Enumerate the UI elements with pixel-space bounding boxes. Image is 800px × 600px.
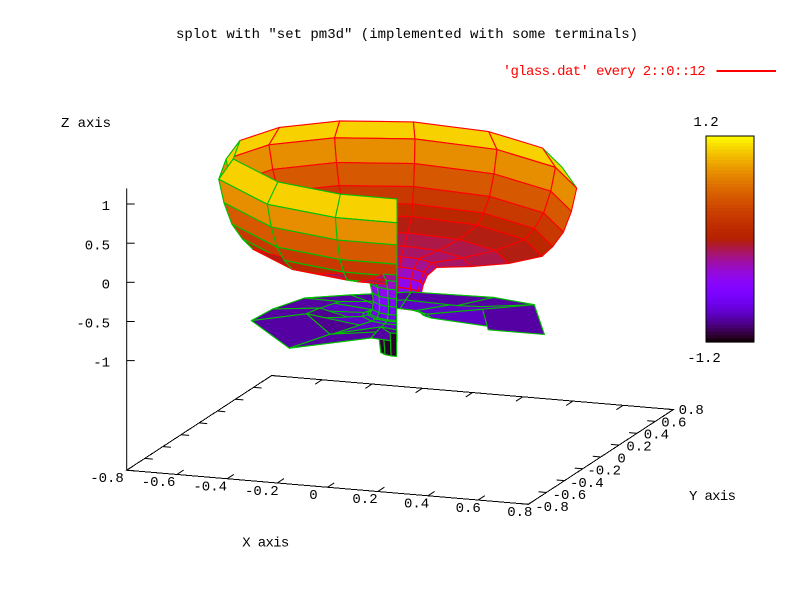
svg-text:-1: -1 <box>93 356 110 372</box>
svg-text:X axis: X axis <box>242 536 289 552</box>
svg-text:-0.8: -0.8 <box>90 471 124 487</box>
svg-text:0.8: 0.8 <box>679 403 704 419</box>
svg-text:0.8: 0.8 <box>507 505 532 521</box>
svg-text:0.6: 0.6 <box>456 501 481 517</box>
svg-text:1.2: 1.2 <box>693 115 718 131</box>
svg-text:-0.8: -0.8 <box>535 500 569 516</box>
svg-text:0.2: 0.2 <box>352 492 377 508</box>
svg-text:0.5: 0.5 <box>85 238 110 254</box>
svg-text:Z axis: Z axis <box>61 116 111 132</box>
svg-text:-0.5: -0.5 <box>76 317 110 333</box>
svg-text:0.6: 0.6 <box>661 415 686 431</box>
svg-text:0.4: 0.4 <box>404 497 429 513</box>
svg-text:-0.2: -0.2 <box>245 484 279 500</box>
svg-text:splot with "set pm3d" (impleme: splot with "set pm3d" (implemented with … <box>176 27 638 43</box>
svg-text:0: 0 <box>102 277 110 293</box>
svg-text:1: 1 <box>102 199 110 215</box>
svg-text:'glass.dat' every 2::0::12: 'glass.dat' every 2::0::12 <box>503 64 706 80</box>
svg-text:-0.6: -0.6 <box>142 475 176 491</box>
svg-text:0.4: 0.4 <box>644 427 669 443</box>
svg-text:Y axis: Y axis <box>689 489 736 505</box>
svg-text:-0.4: -0.4 <box>193 480 227 496</box>
svg-text:-0.6: -0.6 <box>553 488 587 504</box>
svg-text:-1.2: -1.2 <box>687 351 721 367</box>
svg-text:0.2: 0.2 <box>626 440 651 456</box>
svg-text:-0.2: -0.2 <box>587 464 621 480</box>
svg-text:0: 0 <box>309 488 317 504</box>
svg-text:0: 0 <box>617 452 625 468</box>
svg-text:-0.4: -0.4 <box>570 476 604 492</box>
